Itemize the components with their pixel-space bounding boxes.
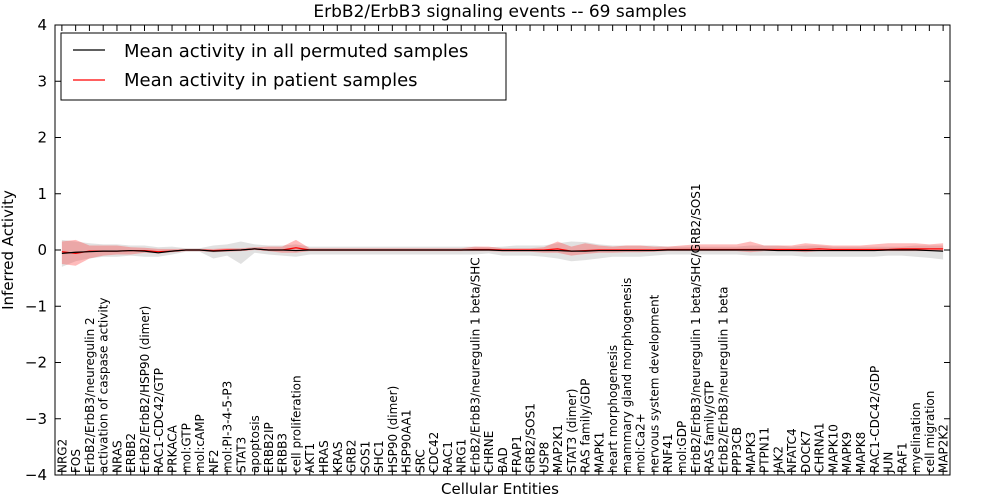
- x-tick-label: MAP2K2: [937, 424, 951, 473]
- y-tick-label: −4: [25, 466, 47, 484]
- x-tick-label: RAF1: [895, 442, 909, 473]
- x-tick-label: GRB2: [345, 439, 359, 473]
- x-tick-label: RAC1-CDC42/GTP: [152, 368, 166, 473]
- x-tick-label: ERBB2: [124, 433, 138, 473]
- y-tick-label: −3: [25, 410, 47, 428]
- x-tick-label: HSP90AA1: [400, 409, 414, 473]
- x-tick-label: nervous system development: [647, 294, 661, 473]
- x-tick-label: ERBB2IP: [262, 422, 276, 473]
- x-tick-label: FOS: [69, 449, 83, 473]
- x-tick-label: STAT3 (dimer): [565, 389, 579, 473]
- x-tick-label: STAT3: [234, 437, 248, 473]
- x-tick-label: mol:GDP: [675, 421, 689, 473]
- x-tick-label: PRKACA: [166, 424, 180, 473]
- x-tick-label: MAPK1: [592, 432, 606, 473]
- variance-bands: [61, 239, 944, 267]
- x-axis-label: Cellular Entities: [441, 480, 559, 498]
- x-tick-label: JUN: [882, 452, 896, 474]
- x-tick-label: SHC1: [372, 440, 386, 473]
- y-axis-label: Inferred Activity: [0, 190, 17, 310]
- x-tick-label: ErbB2/ErbB3/neuregulin 2: [83, 317, 97, 473]
- x-tick-label: MAPK10: [826, 424, 840, 473]
- x-tick-label: RAS family/GTP: [703, 381, 717, 473]
- x-tick-label: PPP3CB: [730, 427, 744, 473]
- x-tick-label: HRAS: [317, 440, 331, 473]
- y-tick-label: −1: [25, 297, 47, 315]
- series-line-permuted: [61, 248, 944, 254]
- x-tick-label: CDC42: [427, 432, 441, 473]
- x-tick-label: mol:GTP: [179, 423, 193, 473]
- x-tick-label: DOCK7: [799, 430, 813, 473]
- x-tick-label: SRC: [413, 449, 427, 473]
- x-tick-label: ErbB2/ErbB2/HSP90 (dimer): [138, 306, 152, 473]
- x-tick-label: BAD: [496, 447, 510, 473]
- y-tick-label: 4: [37, 16, 47, 34]
- legend: Mean activity in all permuted samples Me…: [60, 32, 507, 101]
- x-tick-label: MAPK3: [744, 432, 758, 473]
- x-tick-label: myelination: [909, 402, 923, 473]
- band-patient: [61, 239, 944, 266]
- x-tick-label: NRAS: [110, 440, 124, 473]
- y-axis: −4 −3 −2 −1 0 1 2 3 4: [25, 16, 950, 484]
- y-tick-label: 1: [37, 185, 47, 203]
- y-tick-label: 2: [37, 129, 47, 147]
- chart-title: ErbB2/ErbB3 signaling events -- 69 sampl…: [313, 2, 686, 22]
- x-tick-label: mol:PI-3-4-5-P3: [221, 381, 235, 473]
- x-tick-label: AKT1: [303, 443, 317, 473]
- x-tick-label: NFATC4: [785, 428, 799, 473]
- x-tick-label: ErbB2/ErbB3/neuregulin 1 beta: [716, 286, 730, 473]
- x-tick-label: GRB2/SOS1: [524, 403, 538, 473]
- y-tick-label: 3: [37, 72, 47, 90]
- x-tick-label: RAC1-CDC42/GDP: [868, 366, 882, 473]
- x-tick-label: USP8: [537, 442, 551, 473]
- y-tick-label: −2: [25, 354, 47, 372]
- x-tick-label: MAPK9: [840, 432, 854, 473]
- x-tick-label: heart morphogenesis: [606, 345, 620, 473]
- x-tick-label: ErbB2/ErbB3/neuregulin 1 beta/SHC/GRB2/S…: [689, 183, 703, 473]
- x-tick-label: CHRNA1: [813, 422, 827, 473]
- y-tick-label: 0: [37, 241, 47, 259]
- legend-label-permuted: Mean activity in all permuted samples: [124, 41, 468, 62]
- x-tick-label: RAC1: [441, 441, 455, 473]
- legend-box: [60, 32, 507, 101]
- x-tick-label: KRAS: [331, 441, 345, 473]
- x-tick-label: cell migration: [923, 391, 937, 473]
- x-tick-label: SOS1: [358, 441, 372, 473]
- x-tick-label: CHRNE: [482, 431, 496, 473]
- x-axis-labels: NRG2 FOS ErbB2/ErbB3/neuregulin 2 activatio…: [55, 25, 951, 475]
- x-tick-label: MAPK8: [854, 432, 868, 473]
- x-tick-label: NF2: [207, 449, 221, 473]
- x-tick-label: apoptosis: [248, 415, 262, 473]
- x-tick-label: PTPN11: [758, 427, 772, 473]
- x-tick-label: RNF41: [661, 433, 675, 473]
- x-tick-label: mammary gland morphogenesis: [620, 278, 634, 473]
- x-tick-label: cell proliferation: [289, 375, 303, 473]
- x-tick-label: mol:Ca2+: [634, 413, 648, 473]
- x-tick-label: mol:cAMP: [193, 414, 207, 473]
- x-tick-label: NRG1: [455, 439, 469, 473]
- series-lines: [61, 247, 944, 254]
- x-tick-label: JAK2: [771, 446, 785, 474]
- x-tick-label: ERBB3: [276, 433, 290, 473]
- legend-label-patient: Mean activity in patient samples: [124, 70, 418, 91]
- x-tick-label: RAS family/GDP: [579, 379, 593, 473]
- x-tick-label: FRAP1: [510, 435, 524, 473]
- x-tick-label: NRG2: [55, 439, 69, 473]
- x-tick-label: HSP90 (dimer): [386, 386, 400, 473]
- band-permuted: [61, 239, 944, 267]
- x-tick-label: activation of caspase activity: [97, 298, 111, 473]
- x-tick-label: ErbB2/ErbB3/neuregulin 1 beta/SHC: [468, 257, 482, 473]
- x-tick-label: MAP2K1: [551, 424, 565, 473]
